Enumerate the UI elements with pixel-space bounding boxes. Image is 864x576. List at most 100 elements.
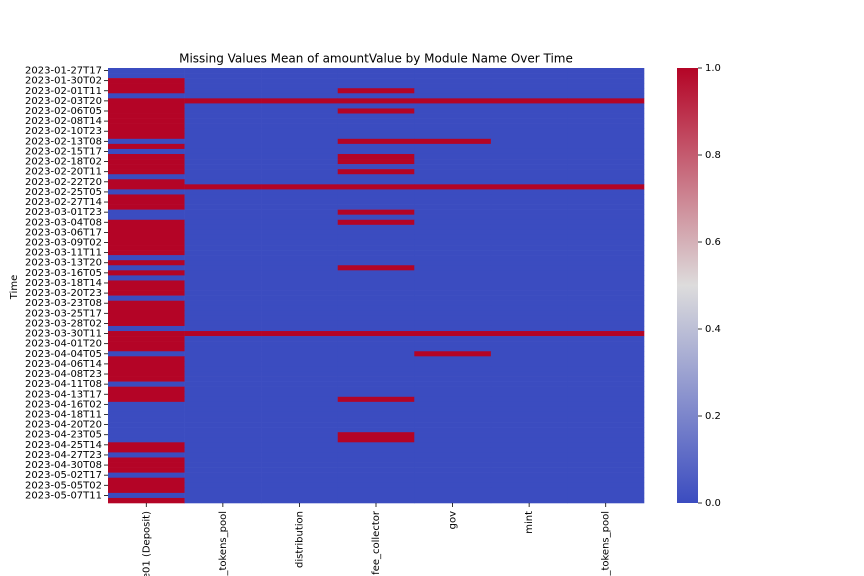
y-tick-label: 2023-03-09T02 — [25, 238, 102, 249]
heatmap-cell — [184, 467, 262, 473]
colorbar-tick-label: 0.2 — [705, 411, 721, 422]
heatmap-cell — [108, 346, 185, 352]
heatmap-cell — [337, 179, 415, 185]
heatmap-cell — [108, 356, 185, 362]
heatmap-cell — [108, 234, 185, 241]
heatmap-cell — [337, 270, 415, 276]
y-tick-label: 2023-02-18T02 — [25, 157, 102, 168]
heatmap-cell — [490, 356, 568, 362]
heatmap-cell — [337, 467, 415, 473]
heatmap-cell — [490, 371, 568, 377]
heatmap-cell — [184, 482, 262, 489]
heatmap-cell — [414, 93, 492, 99]
heatmap-cell — [337, 356, 415, 362]
heatmap-cell — [108, 351, 185, 357]
heatmap-cell — [414, 320, 492, 327]
heatmap-cell — [108, 169, 185, 175]
y-tick-label: 2023-04-20T20 — [25, 420, 102, 431]
heatmap-cell — [261, 437, 339, 443]
heatmap-cell — [108, 138, 185, 145]
heatmap-cell — [337, 189, 415, 195]
heatmap-cell — [567, 371, 645, 377]
heatmap-cell — [567, 93, 645, 99]
y-tick-label: 2023-02-10T23 — [25, 126, 102, 137]
heatmap-cell — [567, 482, 645, 489]
heatmap-cell — [490, 164, 568, 170]
heatmap-cell — [261, 194, 339, 200]
heatmap-cell — [567, 285, 645, 291]
heatmap-cell — [414, 103, 492, 109]
heatmap-cell — [490, 336, 568, 342]
heatmap-cell — [184, 432, 262, 438]
heatmap-cell — [490, 447, 568, 453]
heatmap-cell — [261, 396, 339, 403]
heatmap-cell — [108, 229, 185, 236]
heatmap-cell — [261, 497, 339, 504]
heatmap-cell — [490, 396, 568, 403]
heatmap-cell — [184, 346, 262, 352]
heatmap-cell — [108, 406, 185, 413]
heatmap-cell — [261, 138, 339, 145]
heatmap-cell — [184, 250, 262, 256]
heatmap-cell — [337, 411, 415, 418]
y-tick-label: 2023-04-11T08 — [25, 379, 102, 390]
heatmap-cell — [184, 224, 262, 231]
heatmap-cell — [567, 194, 645, 200]
heatmap-cell — [490, 295, 568, 301]
heatmap-cell — [414, 275, 492, 281]
heatmap-cell — [337, 285, 415, 291]
heatmap-cell — [490, 381, 568, 387]
heatmap-cell — [261, 239, 339, 246]
heatmap-cell — [490, 204, 568, 210]
heatmap-cell — [184, 78, 262, 84]
heatmap-cell — [414, 315, 492, 322]
heatmap-cell — [261, 401, 339, 408]
heatmap-cell — [490, 229, 568, 236]
heatmap-cell — [490, 250, 568, 256]
heatmap-cell — [490, 452, 568, 458]
heatmap-cell — [184, 153, 262, 160]
heatmap-cell — [414, 118, 492, 124]
heatmap-cell — [261, 113, 339, 119]
heatmap-cell — [414, 462, 492, 468]
heatmap-cell — [261, 295, 339, 301]
heatmap-cell — [414, 331, 492, 337]
heatmap-cell — [337, 290, 415, 296]
heatmap-cell — [414, 133, 492, 140]
heatmap-cell — [261, 209, 339, 215]
heatmap-cell — [567, 204, 645, 210]
heatmap-cell — [567, 123, 645, 129]
heatmap-cell — [184, 310, 262, 317]
heatmap-cell — [337, 229, 415, 236]
heatmap-cell — [490, 437, 568, 443]
heatmap-cell — [184, 143, 262, 150]
heatmap-cell — [184, 396, 262, 403]
y-tick-label: 2023-05-05T02 — [25, 480, 102, 491]
heatmap-cell — [337, 381, 415, 387]
heatmap-cell — [184, 300, 262, 307]
heatmap-cell — [567, 411, 645, 418]
colorbar-tick-label: 0.6 — [705, 237, 721, 248]
heatmap-cell — [567, 234, 645, 241]
y-tick-label: 2023-04-30T08 — [25, 460, 102, 471]
heatmap-cell — [261, 174, 339, 180]
heatmap-cell — [261, 356, 339, 362]
heatmap-cell — [184, 315, 262, 322]
heatmap-cell — [337, 73, 415, 79]
heatmap-cell — [567, 361, 645, 367]
heatmap-cell — [337, 194, 415, 200]
heatmap-cell — [414, 83, 492, 89]
heatmap-cell — [414, 98, 492, 104]
heatmap-cell — [261, 452, 339, 458]
heatmap-cell — [108, 467, 185, 473]
heatmap-cell — [261, 447, 339, 453]
heatmap-cell — [261, 78, 339, 84]
heatmap-cell — [567, 280, 645, 286]
heatmap-cell — [261, 280, 339, 286]
heatmap-cell — [414, 295, 492, 301]
heatmap-cell — [567, 189, 645, 195]
heatmap-cell — [108, 386, 185, 393]
heatmap-cell — [567, 376, 645, 382]
heatmap-cell — [414, 336, 492, 342]
heatmap-cell — [567, 487, 645, 494]
